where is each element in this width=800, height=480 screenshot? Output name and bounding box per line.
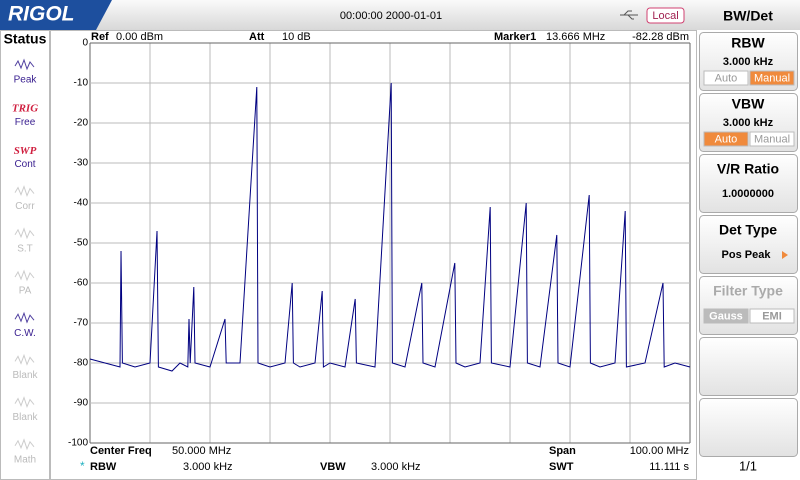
y-tick-label: -70: [74, 318, 89, 329]
status-panel: [0, 30, 50, 480]
swt-label: SWT: [549, 461, 574, 473]
status-icon: [14, 353, 35, 366]
status-icon: [14, 311, 35, 324]
status-icon: [14, 396, 35, 409]
status-icon: [14, 227, 35, 240]
status-icon: [14, 438, 35, 451]
center-value: 50.000 MHz: [172, 445, 231, 457]
y-tick-label: -20: [74, 118, 89, 129]
menu-option-box[interactable]: [703, 308, 749, 324]
status-label: Corr: [15, 201, 35, 212]
status-tag: SWP: [14, 145, 37, 157]
status-icon: [14, 269, 35, 282]
status-label: C.W.: [14, 328, 36, 339]
status-label: Peak: [14, 75, 38, 86]
menu-option-box[interactable]: [703, 131, 749, 147]
y-tick-label: -100: [68, 438, 88, 449]
menu-value: Pos Peak: [722, 249, 772, 261]
ref-label: Ref: [91, 31, 109, 43]
span-value: 100.00 MHz: [630, 445, 689, 457]
menu-option-box[interactable]: [703, 70, 749, 86]
menu-option-box[interactable]: [749, 308, 795, 324]
menu-option[interactable]: Manual: [754, 133, 790, 145]
ref-value: 0.00 dBm: [116, 31, 163, 43]
menu-button[interactable]: [699, 215, 798, 274]
menu-label: Det Type: [719, 222, 777, 238]
menu-button[interactable]: [699, 337, 798, 396]
status-label: Math: [14, 454, 36, 465]
y-tick-label: -60: [74, 278, 89, 289]
center-label: Center Freq: [90, 445, 152, 457]
menu-label: V/R Ratio: [717, 161, 779, 177]
menu-value: 3.000 kHz: [723, 117, 774, 129]
y-tick-label: -40: [74, 198, 89, 209]
menu-option-box[interactable]: [749, 70, 795, 86]
menu-option[interactable]: EMI: [762, 310, 782, 322]
menu-option-box[interactable]: [749, 131, 795, 147]
rbw-label: RBW: [90, 461, 117, 473]
status-label: Free: [15, 117, 36, 128]
y-tick-label: -10: [74, 78, 89, 89]
logo-bg: [0, 0, 112, 30]
menu-label: RBW: [731, 35, 765, 51]
marker-label: Marker1: [494, 31, 536, 43]
menu-option[interactable]: Auto: [715, 133, 738, 145]
status-label: Blank: [12, 370, 38, 381]
trace: [89, 82, 691, 372]
status-label: Blank: [12, 412, 38, 423]
menu-button[interactable]: [699, 398, 798, 457]
status-icon: [14, 58, 35, 71]
marker-freq: 13.666 MHz: [546, 31, 605, 43]
span-label: Span: [549, 445, 576, 457]
y-tick-label: -50: [74, 238, 89, 249]
status-tag: TRIG: [12, 103, 38, 115]
att-value: 10 dB: [282, 31, 311, 43]
plot-frame: [50, 30, 697, 480]
status-icon: [14, 185, 35, 198]
att-label: Att: [249, 31, 265, 43]
datetime: 00:00:00 2000-01-01: [340, 10, 442, 22]
menu-option[interactable]: Gauss: [709, 310, 743, 322]
rbw-value: 3.000 kHz: [183, 461, 233, 473]
status-title: Status: [4, 31, 47, 47]
y-tick-label: -90: [74, 398, 89, 409]
menu-page: 1/1: [739, 458, 757, 473]
y-tick-label: -30: [74, 158, 89, 169]
logo: RIGOL: [8, 3, 75, 26]
status-label: PA: [19, 286, 32, 297]
menu-button[interactable]: [699, 154, 798, 213]
menu-option[interactable]: Manual: [754, 72, 790, 84]
local-box: [646, 7, 685, 24]
marker-level: -82.28 dBm: [632, 31, 689, 43]
menu-title: BW/Det: [723, 8, 773, 24]
menu-option[interactable]: Auto: [715, 72, 738, 84]
status-label: Cont: [14, 159, 35, 170]
mode: Local: [652, 10, 678, 22]
swt-value: 11.111 s: [649, 461, 689, 473]
menu-value: 1.0000000: [722, 188, 774, 200]
menu-value: 3.000 kHz: [723, 56, 774, 68]
vbw-value: 3.000 kHz: [371, 461, 421, 473]
y-tick-label: -80: [74, 358, 89, 369]
y-tick-label: 0: [82, 38, 88, 49]
menu-label: VBW: [732, 96, 765, 112]
rbw-flag: *: [80, 459, 85, 473]
vbw-label: VBW: [320, 461, 346, 473]
menu-label: Filter Type: [713, 283, 783, 299]
usb-icon: [620, 10, 638, 20]
status-label: S.T: [17, 243, 33, 254]
submenu-arrow: [782, 251, 788, 259]
